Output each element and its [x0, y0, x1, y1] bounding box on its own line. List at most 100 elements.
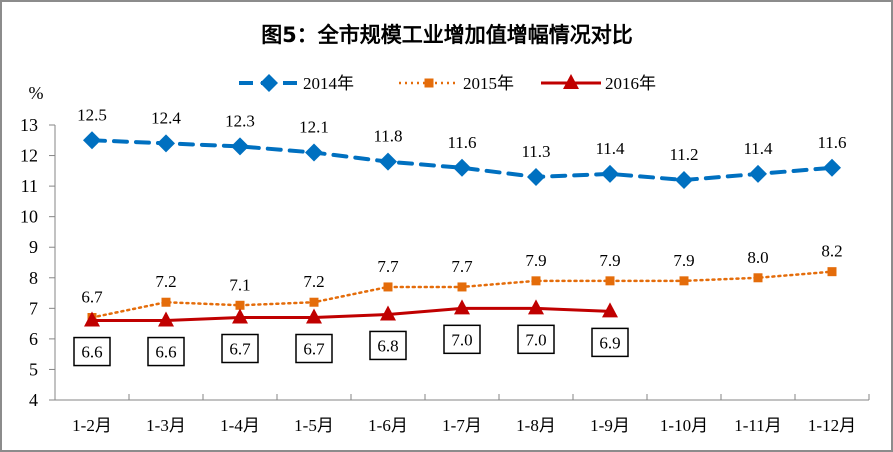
data-label: 7.9	[673, 251, 694, 270]
data-label-box	[443, 324, 481, 355]
data-label: 12.4	[151, 108, 181, 127]
diamond-marker	[379, 152, 397, 171]
x-tick-label: 1-7月	[442, 416, 482, 435]
triangle-marker	[84, 311, 100, 327]
data-label-box	[73, 336, 111, 367]
series-line	[90, 306, 612, 323]
data-label: 11.4	[595, 139, 625, 158]
y-tick-label: 13	[20, 115, 38, 135]
triangle-marker	[528, 299, 544, 315]
square-marker	[531, 276, 541, 286]
data-label: 6.7	[81, 288, 103, 307]
triangle-marker	[158, 311, 174, 327]
chart-title: 图5：全市规模工业增加值增幅情况对比	[261, 23, 633, 47]
triangle-marker	[563, 74, 579, 89]
legend: 2014年 2015年 2016年	[239, 74, 656, 93]
y-axis-label: %	[29, 83, 44, 103]
diamond-marker	[83, 131, 101, 150]
triangle-marker	[306, 308, 322, 324]
data-label: 6.9	[599, 333, 620, 352]
data-label: 6.6	[81, 343, 102, 362]
square-marker	[679, 276, 689, 286]
legend-label: 2014年	[303, 74, 354, 93]
series-2015年: 6.7 7.2 7.1 7.2 7.7 7.7 7.9 7.9 7.9 8.0 8.2	[81, 242, 843, 322]
data-label-box	[369, 330, 407, 361]
x-tick-label: 1-12月	[808, 416, 856, 435]
data-label: 6.7	[229, 340, 251, 359]
square-marker	[309, 297, 319, 307]
data-label: 6.8	[377, 336, 398, 355]
data-label: 7.0	[525, 330, 546, 349]
square-marker	[383, 282, 393, 292]
diamond-marker	[453, 158, 471, 177]
series-2016年: 6.6 6.6 6.7 6.7 6.8 7.0 7.0 6.9	[73, 299, 629, 367]
y-tick-label: 11	[21, 176, 38, 196]
series-group: 12.5 12.4 12.3 12.1 11.8 11.6 11.3 11.4 11.2 11.4…	[73, 105, 847, 367]
data-label: 11.6	[447, 133, 476, 152]
y-tick-label: 10	[20, 207, 38, 227]
diamond-marker	[260, 74, 278, 92]
y-tick-label: 6	[29, 329, 38, 349]
diamond-marker	[749, 164, 767, 183]
legend-item: 2016年	[541, 74, 656, 93]
x-tick-label: 1-6月	[368, 416, 408, 435]
triangle-marker	[602, 302, 618, 318]
square-marker	[753, 273, 763, 283]
y-tick-label: 4	[29, 390, 38, 410]
data-label: 11.3	[521, 142, 550, 161]
data-label: 12.3	[225, 111, 255, 130]
legend-label: 2016年	[605, 74, 656, 93]
data-label: 12.1	[299, 118, 329, 137]
data-label: 7.0	[451, 330, 472, 349]
data-label: 6.7	[303, 340, 325, 359]
square-marker	[235, 300, 245, 310]
diamond-marker	[527, 167, 545, 186]
data-label: 8.0	[747, 248, 768, 267]
y-tick-label: 8	[29, 268, 38, 288]
y-tick-label: 7	[29, 298, 38, 318]
data-label: 11.2	[669, 145, 698, 164]
square-marker	[457, 282, 467, 292]
legend-item: 2015年	[399, 74, 514, 93]
data-label: 12.5	[77, 105, 107, 124]
series-line	[90, 138, 834, 183]
data-label-box	[147, 336, 185, 367]
diamond-marker	[157, 134, 175, 153]
data-label: 11.6	[817, 133, 846, 152]
data-label-box	[517, 324, 555, 355]
data-label: 11.8	[373, 127, 402, 146]
square-marker	[424, 78, 434, 88]
diamond-marker	[601, 164, 619, 183]
data-label: 11.4	[743, 139, 773, 158]
data-label: 7.1	[229, 275, 250, 294]
data-label: 6.6	[155, 343, 176, 362]
x-tick-label: 1-5月	[294, 416, 334, 435]
data-label-box	[591, 327, 629, 358]
y-tick-label: 5	[29, 359, 38, 379]
x-tick-label: 1-11月	[734, 416, 782, 435]
diamond-marker	[823, 158, 841, 177]
x-tick-label: 1-9月	[590, 416, 630, 435]
square-marker	[827, 267, 837, 277]
triangle-marker	[232, 308, 248, 324]
y-tick-label: 12	[20, 146, 38, 166]
diamond-marker	[305, 143, 323, 162]
square-marker	[605, 276, 615, 286]
data-label: 7.9	[525, 251, 546, 270]
data-label: 7.2	[155, 272, 176, 291]
axes: 4 5 6 7 8 9 10 11 12 13 1-2月 1-3月 1-4月 1-5月 1-6月 1-7月 1-…	[20, 115, 870, 435]
x-tick-label: 1-8月	[516, 416, 556, 435]
x-tick-label: 1-4月	[220, 416, 260, 435]
data-label: 7.9	[599, 251, 620, 270]
triangle-marker	[454, 299, 470, 315]
data-label: 8.2	[821, 242, 842, 261]
legend-label: 2015年	[463, 74, 514, 93]
x-tick-label: 1-3月	[146, 416, 186, 435]
data-label-box	[221, 333, 259, 364]
x-tick-label: 1-2月	[72, 416, 112, 435]
diamond-marker	[675, 171, 693, 189]
y-tick-label: 9	[29, 237, 38, 257]
series-2014年: 12.5 12.4 12.3 12.1 11.8 11.6 11.3 11.4 11.2 11.4…	[77, 105, 847, 189]
